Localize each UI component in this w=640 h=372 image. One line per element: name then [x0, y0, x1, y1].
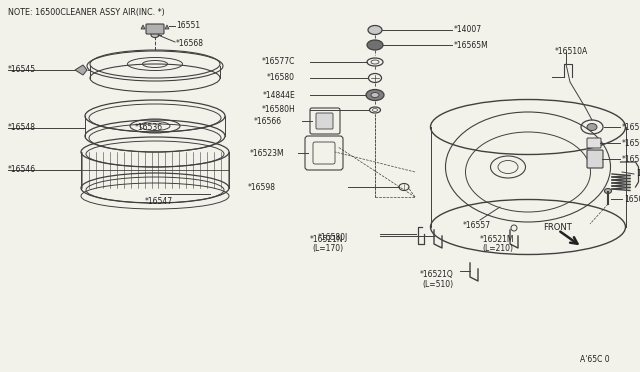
Polygon shape	[75, 65, 87, 75]
Text: *16515M: *16515M	[622, 154, 640, 164]
Ellipse shape	[371, 93, 379, 97]
Text: *16577C: *16577C	[262, 58, 295, 67]
FancyBboxPatch shape	[146, 24, 164, 34]
Text: (L=510): (L=510)	[422, 280, 453, 289]
Ellipse shape	[587, 124, 597, 131]
Text: *16557: *16557	[463, 221, 491, 230]
Text: *16580: *16580	[267, 74, 295, 83]
Polygon shape	[141, 25, 145, 29]
Text: NOTE: 16500CLEANER ASSY AIR(INC. *): NOTE: 16500CLEANER ASSY AIR(INC. *)	[8, 7, 164, 16]
Text: *16547: *16547	[145, 196, 173, 205]
Text: *16566: *16566	[254, 116, 282, 125]
Polygon shape	[165, 25, 169, 29]
Text: *14844E: *14844E	[262, 90, 295, 99]
FancyBboxPatch shape	[316, 113, 333, 129]
Text: (L=170): (L=170)	[312, 244, 343, 253]
Text: *16536: *16536	[135, 124, 163, 132]
Ellipse shape	[367, 40, 383, 50]
Text: 16500A: 16500A	[624, 195, 640, 203]
Ellipse shape	[151, 32, 159, 38]
Text: *16510: *16510	[622, 122, 640, 131]
Text: *16565M: *16565M	[454, 41, 489, 49]
Text: *16565N: *16565N	[622, 138, 640, 148]
Text: *16521N: *16521N	[310, 234, 344, 244]
Text: *16546: *16546	[8, 166, 36, 174]
Text: *16548: *16548	[8, 124, 36, 132]
Text: 16530: 16530	[636, 170, 640, 179]
FancyBboxPatch shape	[587, 138, 601, 148]
Text: *16580H: *16580H	[261, 106, 295, 115]
Text: 16551: 16551	[176, 22, 200, 31]
Ellipse shape	[366, 90, 384, 100]
Text: *16523M: *16523M	[250, 148, 285, 157]
Text: (L=210): (L=210)	[482, 244, 513, 253]
Text: *16568: *16568	[176, 38, 204, 48]
Ellipse shape	[605, 189, 611, 193]
Ellipse shape	[368, 26, 382, 35]
Text: *16598: *16598	[248, 183, 276, 192]
Text: FRONT: FRONT	[543, 222, 572, 231]
Text: *16521Q: *16521Q	[420, 269, 454, 279]
Text: *14007: *14007	[454, 26, 482, 35]
Text: A'65C 0: A'65C 0	[580, 356, 610, 365]
Text: *16521M: *16521M	[480, 234, 515, 244]
FancyBboxPatch shape	[587, 150, 603, 168]
Text: *16545: *16545	[8, 65, 36, 74]
Text: *16580J: *16580J	[318, 232, 348, 241]
Text: *16510A: *16510A	[555, 48, 588, 57]
